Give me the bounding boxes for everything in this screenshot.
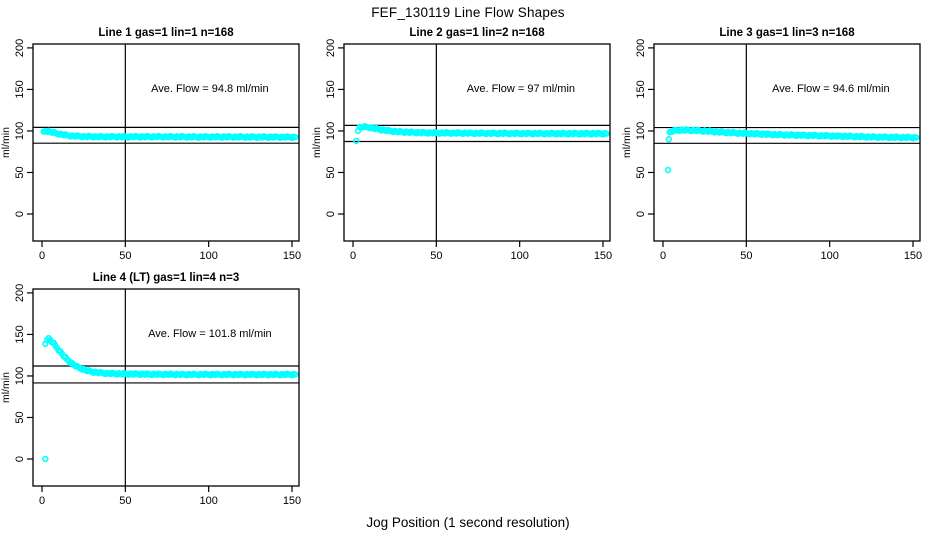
x-tick-label: 150 (594, 250, 612, 262)
x-tick-label: 100 (820, 250, 838, 262)
subplot-line-2: Line 2 gas=1 lin=2 n=168 0 50 100 150 0 50 100 1… (311, 27, 612, 262)
x-tick-label: 50 (430, 250, 442, 262)
x-tick-label: 0 (350, 250, 356, 262)
ave-flow-annotation: Ave. Flow = 94.8 ml/min (151, 83, 268, 95)
figure-title: FEF_130119 Line Flow Shapes (371, 5, 565, 20)
data-points (353, 122, 610, 145)
reference-lines (344, 44, 610, 241)
data-point (913, 134, 920, 141)
figure-x-axis-label: Jog Position (1 second resolution) (366, 515, 570, 530)
x-axis: 0 50 100 150 (39, 241, 301, 262)
x-tick-label: 100 (199, 495, 217, 507)
y-tick-label: 150 (635, 80, 647, 98)
y-axis-label: ml/min (0, 127, 12, 158)
x-tick-label: 100 (510, 250, 528, 262)
plot-box (32, 43, 300, 242)
y-tick-label: 0 (14, 456, 26, 462)
x-tick-label: 100 (199, 250, 217, 262)
plot-box (343, 43, 611, 242)
y-tick-label: 200 (14, 39, 26, 57)
x-axis: 0 50 100 150 (350, 241, 612, 262)
subplot-line-1: Line 1 gas=1 lin=1 n=168 0 50 100 150 0 50 100 1… (0, 27, 301, 262)
outlier-point (353, 137, 360, 145)
subplot-title: Line 3 gas=1 lin=3 n=168 (719, 27, 855, 39)
x-axis: 0 50 100 150 (660, 241, 922, 262)
y-tick-label: 100 (14, 122, 26, 140)
y-axis: 0 50 100 150 200 ml/min (0, 284, 33, 462)
x-tick-label: 0 (660, 250, 666, 262)
ave-flow-annotation: Ave. Flow = 94.6 ml/min (772, 83, 889, 95)
outlier-point (664, 166, 672, 174)
y-tick-label: 50 (635, 166, 647, 178)
reference-lines (33, 289, 299, 486)
reference-lines (33, 44, 299, 241)
y-tick-label: 100 (14, 367, 26, 385)
y-tick-label: 150 (325, 80, 337, 98)
y-tick-label: 150 (14, 80, 26, 98)
y-tick-label: 200 (635, 39, 647, 57)
y-tick-label: 200 (14, 284, 26, 302)
x-axis: 0 50 100 150 (39, 486, 301, 507)
data-points (664, 126, 920, 174)
y-tick-label: 150 (14, 325, 26, 343)
data-point (292, 133, 299, 141)
y-tick-label: 0 (325, 211, 337, 217)
y-axis-label: ml/min (0, 372, 12, 403)
y-axis: 0 50 100 150 200 ml/min (311, 39, 344, 217)
y-axis: 0 50 100 150 200 ml/min (621, 39, 654, 217)
x-tick-label: 0 (39, 495, 45, 507)
subplot-title: Line 4 (LT) gas=1 lin=4 n=3 (93, 272, 239, 284)
x-tick-label: 50 (740, 250, 752, 262)
y-axis-label: ml/min (621, 127, 633, 158)
data-point (603, 130, 610, 137)
plot-box (653, 43, 921, 242)
outlier-point (665, 136, 673, 143)
subplot-line-4: Line 4 (LT) gas=1 lin=4 n=3 0 50 100 150 0 50 1… (0, 272, 301, 507)
x-tick-label: 0 (39, 250, 45, 262)
y-tick-label: 50 (14, 166, 26, 178)
x-tick-label: 150 (283, 250, 301, 262)
x-tick-label: 150 (283, 495, 301, 507)
reference-lines (654, 44, 920, 241)
ave-flow-annotation: Ave. Flow = 101.8 ml/min (148, 328, 272, 340)
data-points (40, 127, 299, 142)
y-axis: 0 50 100 150 200 ml/min (0, 39, 33, 217)
y-tick-label: 200 (325, 39, 337, 57)
ave-flow-annotation: Ave. Flow = 97 ml/min (467, 83, 575, 95)
y-tick-label: 100 (325, 122, 337, 140)
y-axis-label: ml/min (311, 127, 323, 158)
x-tick-label: 50 (119, 250, 131, 262)
x-tick-label: 150 (904, 250, 922, 262)
subplot-title: Line 1 gas=1 lin=1 n=168 (98, 27, 234, 39)
y-tick-label: 0 (635, 211, 647, 217)
subplot-title: Line 2 gas=1 lin=2 n=168 (409, 27, 545, 39)
data-points (42, 334, 299, 463)
x-tick-label: 50 (119, 495, 131, 507)
subplot-line-3: Line 3 gas=1 lin=3 n=168 0 50 100 150 0 50 100 1… (621, 27, 922, 262)
y-tick-label: 0 (14, 211, 26, 217)
y-tick-label: 50 (14, 411, 26, 423)
y-tick-label: 50 (325, 166, 337, 178)
y-tick-label: 100 (635, 122, 647, 140)
data-point (292, 371, 299, 378)
plot-box (32, 288, 300, 487)
outlier-point (42, 455, 49, 463)
